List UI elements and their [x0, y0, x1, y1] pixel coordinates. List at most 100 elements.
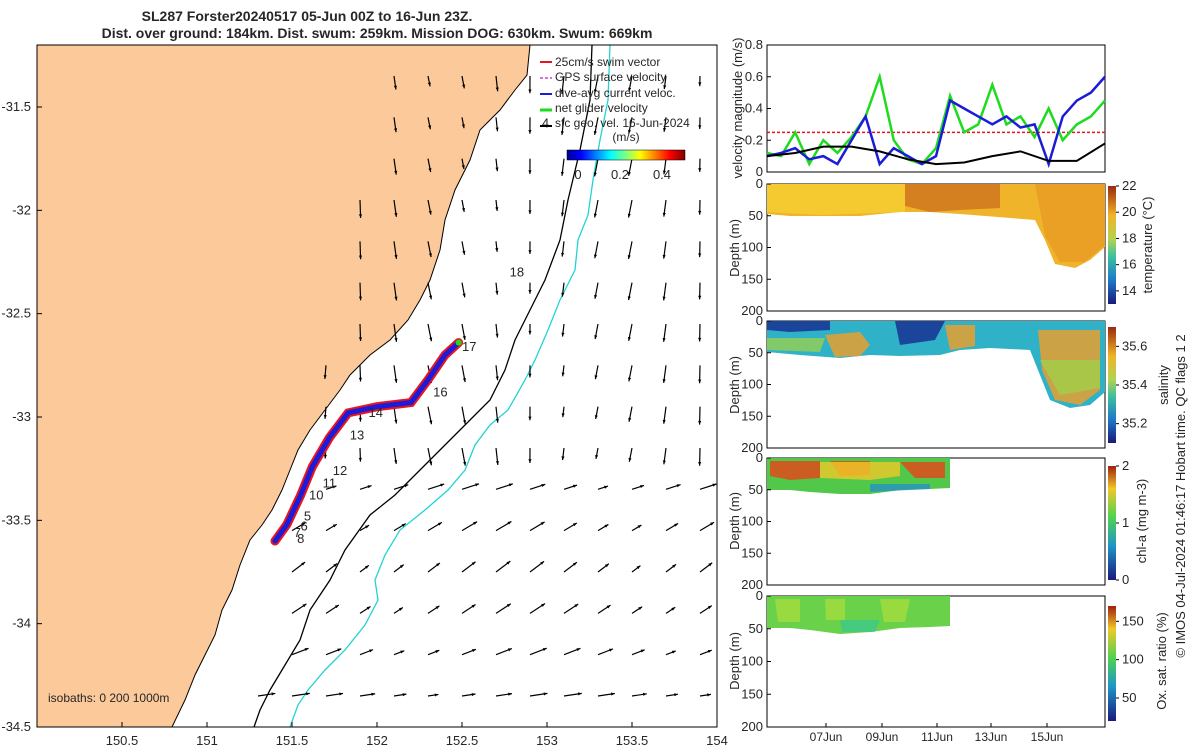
map-colorbar-tick-1: 0.2 [611, 167, 629, 182]
temperature-ylabel: Depth (m) [727, 219, 742, 277]
salinity-colorbar [1108, 327, 1116, 443]
current-vector-head [593, 131, 597, 135]
current-vector-head [662, 379, 666, 383]
ox-yticks-2: 100 [741, 654, 763, 669]
sal-yticks-2: 100 [741, 377, 763, 392]
current-vector-head [463, 420, 467, 425]
current-vector-head [506, 603, 511, 608]
legend-swim: 25cm/s swim vector [555, 55, 660, 69]
day-label-5: 13 [350, 428, 364, 443]
current-vector-head [561, 252, 565, 257]
chl-mid [820, 462, 900, 480]
current-vector-head [572, 484, 577, 488]
map-x-tick-5: 153 [536, 733, 558, 748]
current-vector-head [462, 208, 466, 212]
day-label-0: 4 [542, 116, 549, 131]
current-vector-head [427, 82, 431, 87]
current-vector-head [429, 420, 433, 425]
salinity-fresh [767, 321, 945, 345]
current-vector-head [662, 296, 666, 301]
temperature-panel: 0 50 100 150 200 Depth (m) 14 16 18 20 22 temper… [727, 176, 1155, 318]
map-x-tick-4: 152.5 [446, 733, 479, 748]
temp-yticks-1: 50 [749, 208, 763, 223]
current-vector-head [369, 649, 374, 653]
current-vector-head [560, 131, 564, 135]
sal-yticks-1: 50 [749, 345, 763, 360]
current-vector-head [528, 250, 532, 254]
map-y-tick-6: -34.5 [1, 719, 31, 734]
current-vector-head [473, 521, 478, 525]
current-vector-head [595, 454, 599, 459]
sal-yticks-3: 150 [741, 408, 763, 423]
temp-cbticks-4: 22 [1122, 178, 1136, 193]
current-vector-head [627, 129, 632, 134]
temperature-surface [767, 184, 905, 215]
current-vector-head [543, 692, 548, 696]
current-vector-head [358, 377, 362, 382]
temperature-y-ticks: 0 50 100 150 200 [741, 176, 771, 318]
chl-colorbar-ticks: 0 1 2 [1116, 458, 1129, 587]
oxygen-panel: 0 50 100 150 200 07Jun 09Jun 11Jun 13Jun 15Jun D… [727, 588, 1169, 744]
map-x-tick-0: 150.5 [106, 733, 139, 748]
map-colorbar-tick-0: 0 [574, 167, 581, 182]
velocity-ylabel: velocity magnitude (m/s) [730, 38, 745, 179]
current-vector-head [495, 87, 499, 92]
velocity-y-tick-1: 0.2 [745, 132, 763, 147]
current-vector-head [561, 372, 565, 377]
current-vector-head [671, 650, 676, 654]
current-vector-head [638, 606, 643, 611]
map-x-tick-7: 154 [706, 733, 728, 748]
current-vector-head [662, 170, 666, 175]
day-label-2: 17 [462, 339, 476, 354]
current-vector-head [402, 693, 407, 697]
current-vector-head [507, 648, 512, 652]
current-vector-head [404, 484, 409, 488]
current-vector-head [594, 294, 598, 299]
current-vector-head [304, 648, 309, 652]
date-tick-3: 13Jun [975, 730, 1008, 744]
current-vector-head [561, 292, 565, 297]
current-vector-head [495, 461, 499, 465]
track-blue [272, 340, 462, 544]
current-vector-head [637, 524, 642, 529]
day-label-1: 18 [510, 264, 524, 279]
sal-cbticks-1: 35.4 [1122, 377, 1147, 392]
current-vector-head [662, 460, 666, 465]
current-vector-head [495, 207, 499, 211]
legend-gps: GPS surface velocity [555, 70, 666, 84]
chl-cbticks-0: 0 [1122, 572, 1129, 587]
current-vector-head [462, 84, 466, 89]
salinity-colorbar-ticks: 35.2 35.4 35.6 [1116, 338, 1147, 431]
chart-subtitle: Dist. over ground: 184km. Dist. swum: 25… [102, 25, 653, 41]
current-vector-head [636, 565, 641, 570]
current-vector-head [471, 649, 476, 653]
chl-yticks-3: 150 [741, 545, 763, 560]
current-vector-head [358, 337, 363, 342]
track-end [455, 339, 462, 346]
velocity-y-tick-0: 0 [756, 164, 763, 179]
current-vector-head [707, 693, 711, 697]
current-vector-head [560, 90, 564, 94]
current-vector-head [576, 648, 581, 652]
current-vector-head [358, 457, 362, 462]
current-vector-head [594, 335, 598, 340]
current-vector-head [698, 420, 702, 425]
current-vector-head [495, 127, 499, 132]
current-vector-head [495, 376, 499, 381]
map-y-ticks: -31.5 -32 -32.5 -33 -33.5 -34 -34.5 [1, 99, 42, 734]
current-vector-head [429, 337, 433, 342]
current-vector-head [394, 337, 398, 342]
current-vector-head [542, 648, 547, 651]
current-vector-head [333, 563, 338, 567]
chl-yticks-4: 200 [741, 577, 763, 592]
ox-yticks-3: 150 [741, 686, 763, 701]
salinity-green [767, 338, 1100, 395]
current-vector-head [358, 417, 362, 422]
day-label-12: 8 [297, 531, 304, 546]
date-tick-1: 09Jun [866, 730, 899, 744]
current-vector-head [471, 604, 476, 608]
chl-y-ticks: 0 50 100 150 200 [741, 450, 771, 592]
current-vector-head [475, 483, 480, 487]
